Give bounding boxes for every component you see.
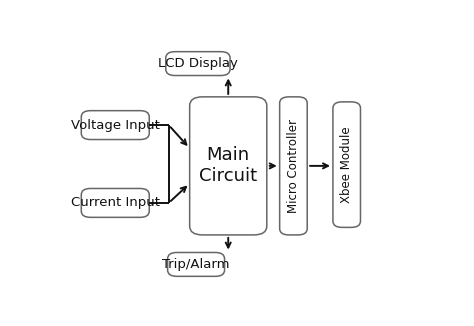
Text: Micro Controller: Micro Controller: [287, 119, 300, 213]
Text: Current Input: Current Input: [71, 196, 160, 209]
FancyBboxPatch shape: [82, 188, 149, 217]
Text: Xbee Module: Xbee Module: [340, 126, 353, 203]
FancyBboxPatch shape: [333, 102, 360, 228]
Text: Main
Circuit: Main Circuit: [199, 146, 257, 185]
Text: LCD Display: LCD Display: [158, 57, 238, 70]
FancyBboxPatch shape: [82, 111, 149, 140]
Text: Voltage Input: Voltage Input: [71, 119, 160, 132]
FancyBboxPatch shape: [190, 97, 267, 235]
FancyBboxPatch shape: [168, 252, 225, 276]
Text: Trip/Alarm: Trip/Alarm: [162, 258, 230, 271]
FancyBboxPatch shape: [166, 52, 230, 76]
FancyBboxPatch shape: [280, 97, 307, 235]
